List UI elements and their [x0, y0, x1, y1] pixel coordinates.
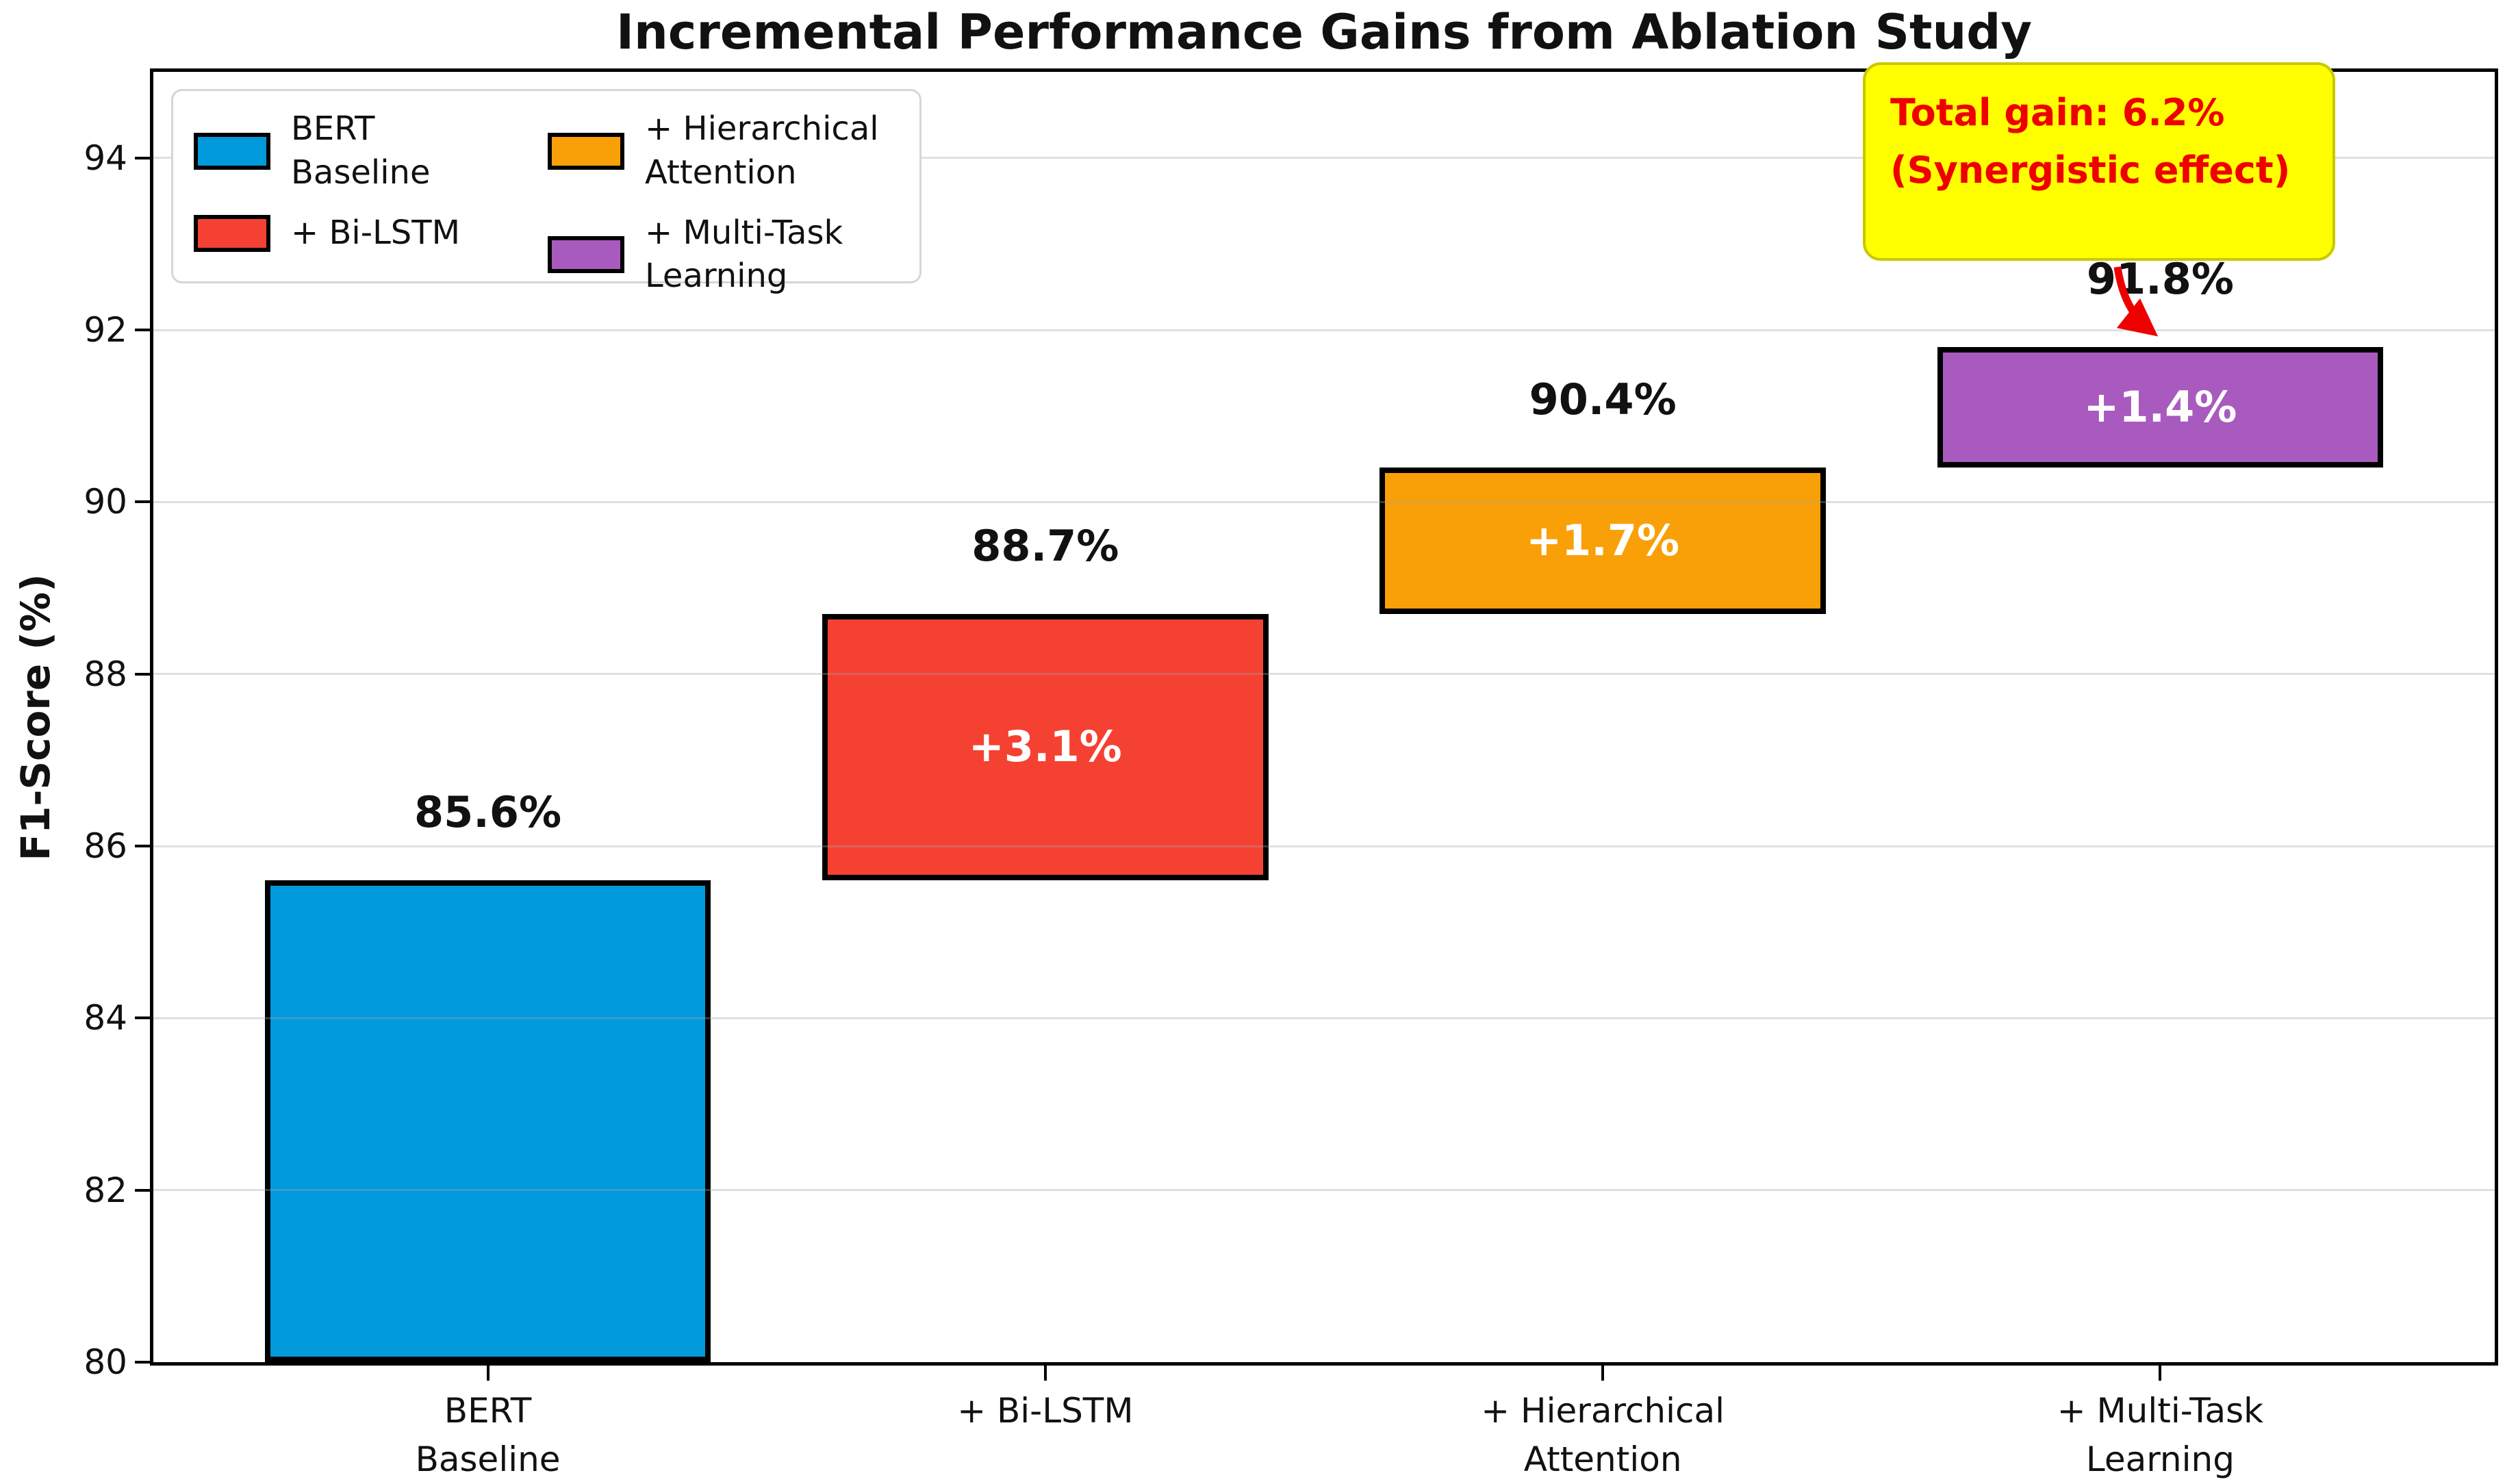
bar-total-label: 90.4%	[1529, 374, 1677, 425]
legend-item-bi-lstm: + Bi-LSTM	[194, 212, 460, 255]
x-tick-mark	[1601, 1366, 1605, 1381]
gridline	[153, 157, 2495, 159]
legend-label: + Hierarchical Attention	[645, 110, 879, 192]
annotation-total-gain: Total gain: 6.2% (Synergistic effect)	[1863, 62, 2335, 261]
legend-swatch	[548, 236, 625, 274]
x-tick-label: + Hierarchical Attention	[1481, 1391, 1725, 1479]
y-tick-mark	[135, 1188, 150, 1192]
y-tick-label: 80	[84, 1342, 127, 1382]
y-tick-mark	[135, 1361, 150, 1364]
bar-multi-task-learning	[1937, 347, 2384, 468]
x-tick-label: + Bi-LSTM	[957, 1391, 1134, 1431]
bar-total-label: 88.7%	[971, 520, 1119, 571]
annotation-line-1: Total gain: 6.2%	[1890, 91, 2225, 134]
legend-item-multi-task-learning: + Multi-Task Learning	[548, 212, 879, 299]
legend-column: + Hierarchical Attention + Multi-Task Lea…	[548, 107, 879, 298]
x-tick-mark	[486, 1366, 489, 1381]
x-tick-label: + Multi-Task Learning	[2057, 1391, 2264, 1479]
y-tick-mark	[135, 845, 150, 847]
gridline	[153, 500, 2495, 503]
y-tick-label: 84	[84, 998, 127, 1038]
legend: BERT Baseline + Bi-LSTM + Hierarchical Att…	[171, 89, 921, 295]
legend-item-bert-baseline: BERT Baseline	[194, 107, 460, 195]
legend-swatch	[194, 214, 270, 252]
y-tick-mark	[135, 1016, 150, 1020]
bar-gain-label: +1.4%	[2083, 382, 2237, 433]
legend-label: BERT Baseline	[291, 110, 431, 192]
y-tick-label: 86	[84, 826, 127, 866]
bar-total-label: 85.6%	[414, 787, 562, 838]
bar-hierarchical-attention	[1379, 468, 1826, 614]
legend-swatch	[548, 132, 625, 170]
x-tick-label: BERT Baseline	[415, 1391, 561, 1479]
bar-bi-lstm	[822, 613, 1269, 881]
gridline	[153, 1016, 2495, 1019]
y-tick-label: 90	[84, 482, 127, 522]
bar-gain-label: +3.1%	[968, 721, 1122, 772]
x-tick-mark	[1043, 1366, 1047, 1381]
legend-label: + Bi-LSTM	[291, 213, 461, 252]
gridline	[153, 845, 2495, 847]
gridline	[153, 673, 2495, 676]
y-tick-label: 88	[84, 654, 127, 694]
annotation-line-2: (Synergistic effect)	[1890, 148, 2291, 192]
legend-item-hierarchical-attention: + Hierarchical Attention	[548, 107, 879, 195]
legend-label: + Multi-Task Learning	[645, 213, 843, 296]
legend-swatch	[194, 132, 270, 170]
y-tick-mark	[135, 672, 150, 676]
legend-column: BERT Baseline + Bi-LSTM	[194, 107, 460, 255]
y-tick-mark	[135, 156, 150, 159]
y-tick-label: 92	[84, 310, 127, 350]
bar-gain-label: +1.7%	[1526, 515, 1680, 565]
gridline	[153, 1189, 2495, 1192]
bar-bert-baseline	[264, 880, 711, 1362]
gridline	[153, 329, 2495, 331]
y-tick-label: 82	[84, 1170, 127, 1210]
y-tick-mark	[135, 329, 150, 331]
chart-title: Incremental Performance Gains from Ablat…	[615, 4, 2033, 60]
y-tick-label: 94	[84, 138, 127, 178]
y-tick-mark	[135, 500, 150, 504]
bar-total-label: 91.8%	[2086, 254, 2234, 305]
x-tick-mark	[2159, 1366, 2162, 1381]
